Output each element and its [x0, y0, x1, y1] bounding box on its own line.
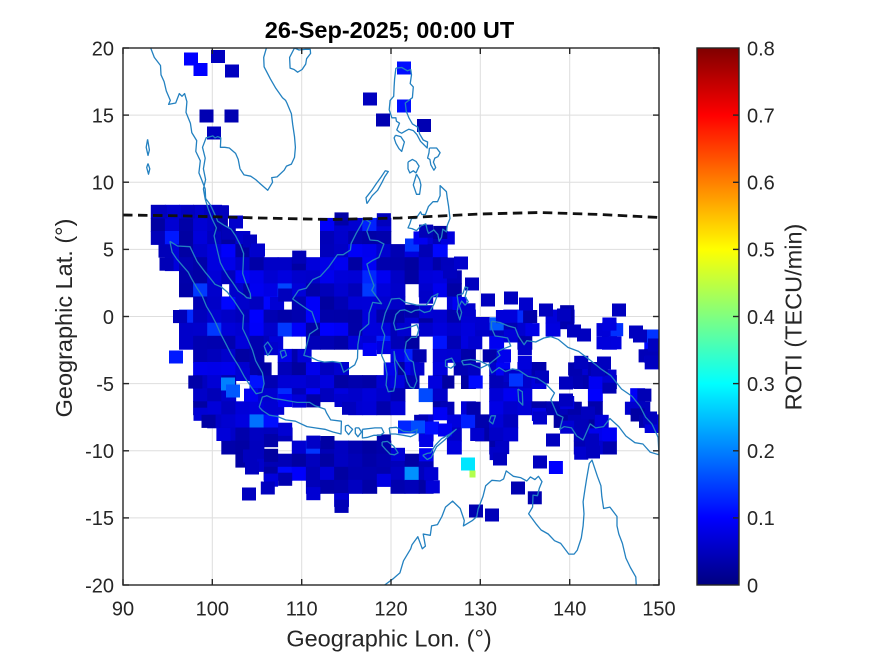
- svg-text:140: 140: [553, 599, 586, 621]
- svg-text:20: 20: [92, 38, 114, 60]
- svg-text:-20: -20: [85, 575, 114, 597]
- svg-text:-10: -10: [85, 441, 114, 463]
- svg-text:Geographic Lat. (°): Geographic Lat. (°): [51, 219, 77, 418]
- svg-text:0: 0: [747, 575, 758, 597]
- svg-text:0.2: 0.2: [747, 441, 775, 463]
- svg-text:110: 110: [286, 599, 318, 621]
- svg-text:130: 130: [464, 599, 497, 621]
- svg-text:26-Sep-2025; 00:00 UT: 26-Sep-2025; 00:00 UT: [265, 17, 515, 43]
- svg-text:-15: -15: [85, 508, 114, 530]
- svg-text:0.3: 0.3: [747, 374, 775, 396]
- svg-text:100: 100: [196, 599, 229, 621]
- svg-text:-5: -5: [96, 374, 114, 396]
- svg-text:0.4: 0.4: [747, 307, 775, 329]
- svg-text:5: 5: [103, 240, 114, 262]
- svg-text:150: 150: [642, 599, 675, 621]
- svg-text:10: 10: [92, 173, 114, 195]
- svg-text:90: 90: [112, 599, 134, 621]
- svg-text:0.7: 0.7: [747, 105, 775, 127]
- svg-text:15: 15: [92, 105, 114, 127]
- svg-text:0.1: 0.1: [747, 508, 775, 530]
- svg-text:120: 120: [374, 599, 407, 621]
- svg-text:0.8: 0.8: [747, 38, 775, 60]
- svg-text:0.5: 0.5: [747, 240, 775, 262]
- svg-text:0: 0: [103, 307, 114, 329]
- svg-text:0.6: 0.6: [747, 173, 775, 195]
- svg-text:Geographic Lon. (°): Geographic Lon. (°): [286, 625, 491, 651]
- svg-text:ROTI (TECU/min): ROTI (TECU/min): [781, 224, 807, 411]
